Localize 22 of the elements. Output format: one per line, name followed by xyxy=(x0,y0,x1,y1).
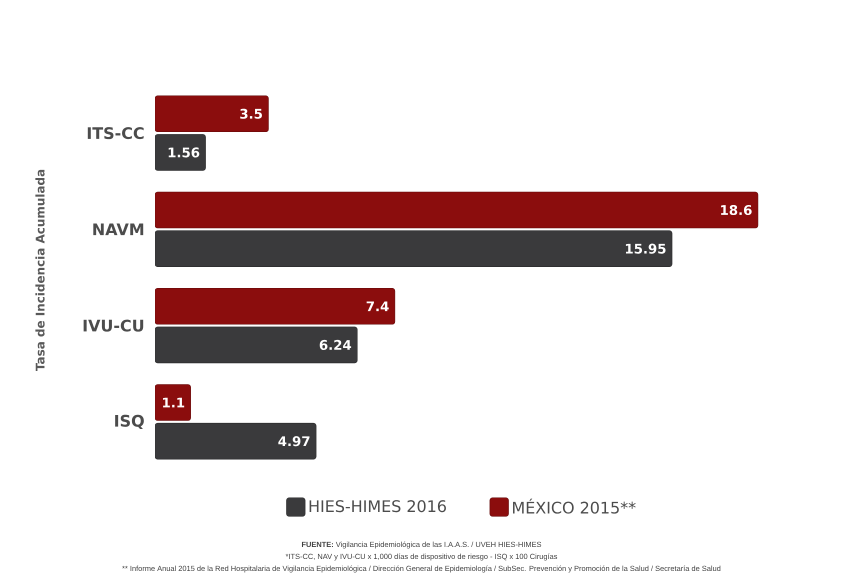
y-axis-title: Tasa de Incidencia Acumulada xyxy=(35,170,45,372)
data-label: 4.97 xyxy=(278,436,310,446)
bar xyxy=(155,422,316,460)
data-label: 7.4 xyxy=(366,301,389,312)
y-tick-label: ITS-CC xyxy=(88,127,144,140)
bar xyxy=(155,192,758,228)
data-label: 15.95 xyxy=(626,244,666,254)
bar xyxy=(155,384,191,421)
y-tick-label: NAVM xyxy=(93,224,144,236)
data-label: 3.5 xyxy=(240,108,262,119)
bar xyxy=(155,326,358,364)
data-label: 18.6 xyxy=(721,204,752,216)
bar xyxy=(155,288,396,325)
bar xyxy=(155,96,269,132)
legend-label: HIES-HIMES 2016 xyxy=(310,500,446,512)
data-label: 1.1 xyxy=(163,398,184,408)
data-label: 1.56 xyxy=(168,147,200,158)
y-tick-label: ISQ xyxy=(115,414,144,429)
bar xyxy=(155,230,672,267)
legend-label: MÉXICO 2015** xyxy=(513,498,636,514)
y-tick-label: IVU-CU xyxy=(84,320,144,332)
data-label: 6.24 xyxy=(320,340,352,350)
